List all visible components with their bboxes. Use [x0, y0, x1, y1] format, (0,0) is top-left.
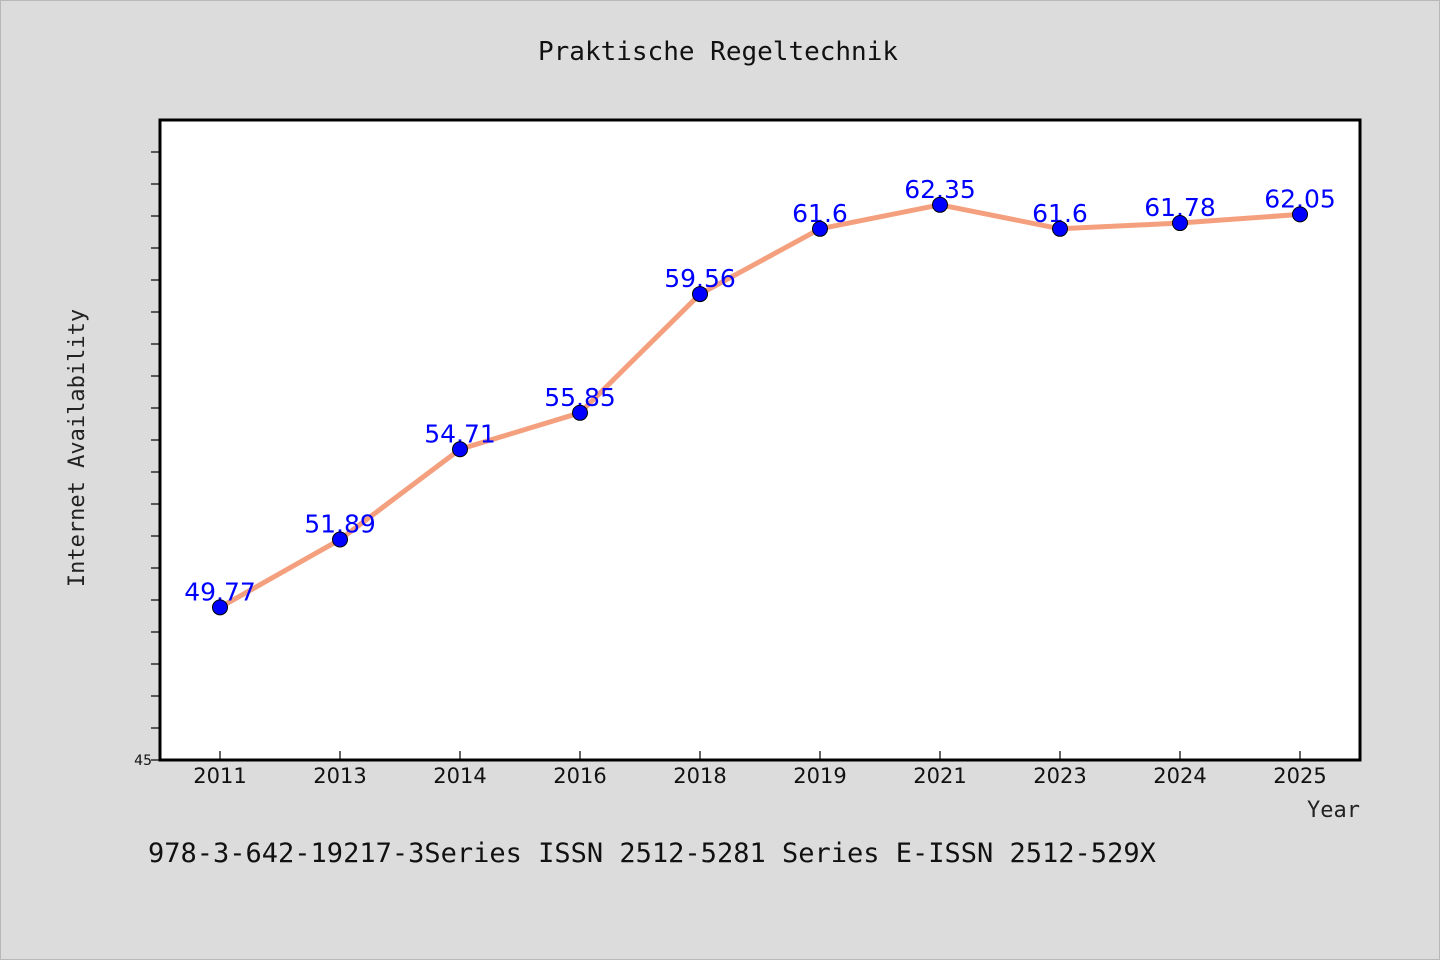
x-tick-label: 2013 [313, 764, 366, 788]
data-point [332, 531, 348, 548]
data-point [812, 220, 828, 237]
y-axis-ticks: 45 [134, 151, 160, 769]
chart-title: Praktische Regeltechnik [538, 37, 898, 67]
data-point [1292, 206, 1308, 223]
data-point [212, 599, 228, 616]
x-axis-label: Year [1307, 798, 1360, 823]
x-tick-label: 2016 [553, 764, 606, 788]
x-tick-label: 2024 [1153, 764, 1206, 788]
x-tick-label: 2018 [673, 764, 726, 788]
x-tick-label: 2014 [433, 764, 486, 788]
x-axis-ticks: 2011 2013 2014 2016 2018 2019 2021 2023 2024 2025 [193, 751, 1327, 788]
x-tick-label: 2011 [193, 764, 246, 788]
series-markers [212, 196, 1308, 616]
x-tick-label: 2019 [793, 764, 846, 788]
x-tick-label: 2023 [1033, 764, 1086, 788]
data-point [572, 404, 588, 421]
x-tick-label: 2021 [913, 764, 966, 788]
x-tick-label: 2025 [1273, 764, 1326, 788]
data-point [692, 286, 708, 303]
series-line [218, 202, 1301, 610]
y-tick-label: 45 [134, 753, 152, 769]
plot-area [158, 118, 1362, 762]
data-point [932, 196, 948, 213]
data-point [1172, 215, 1188, 232]
y-axis-label: Internet Availability [65, 309, 90, 587]
isbn-footer: 978-3-642-19217-3Series ISSN 2512-5281 S… [148, 838, 1156, 869]
data-point [452, 441, 468, 458]
data-point [1052, 220, 1068, 237]
